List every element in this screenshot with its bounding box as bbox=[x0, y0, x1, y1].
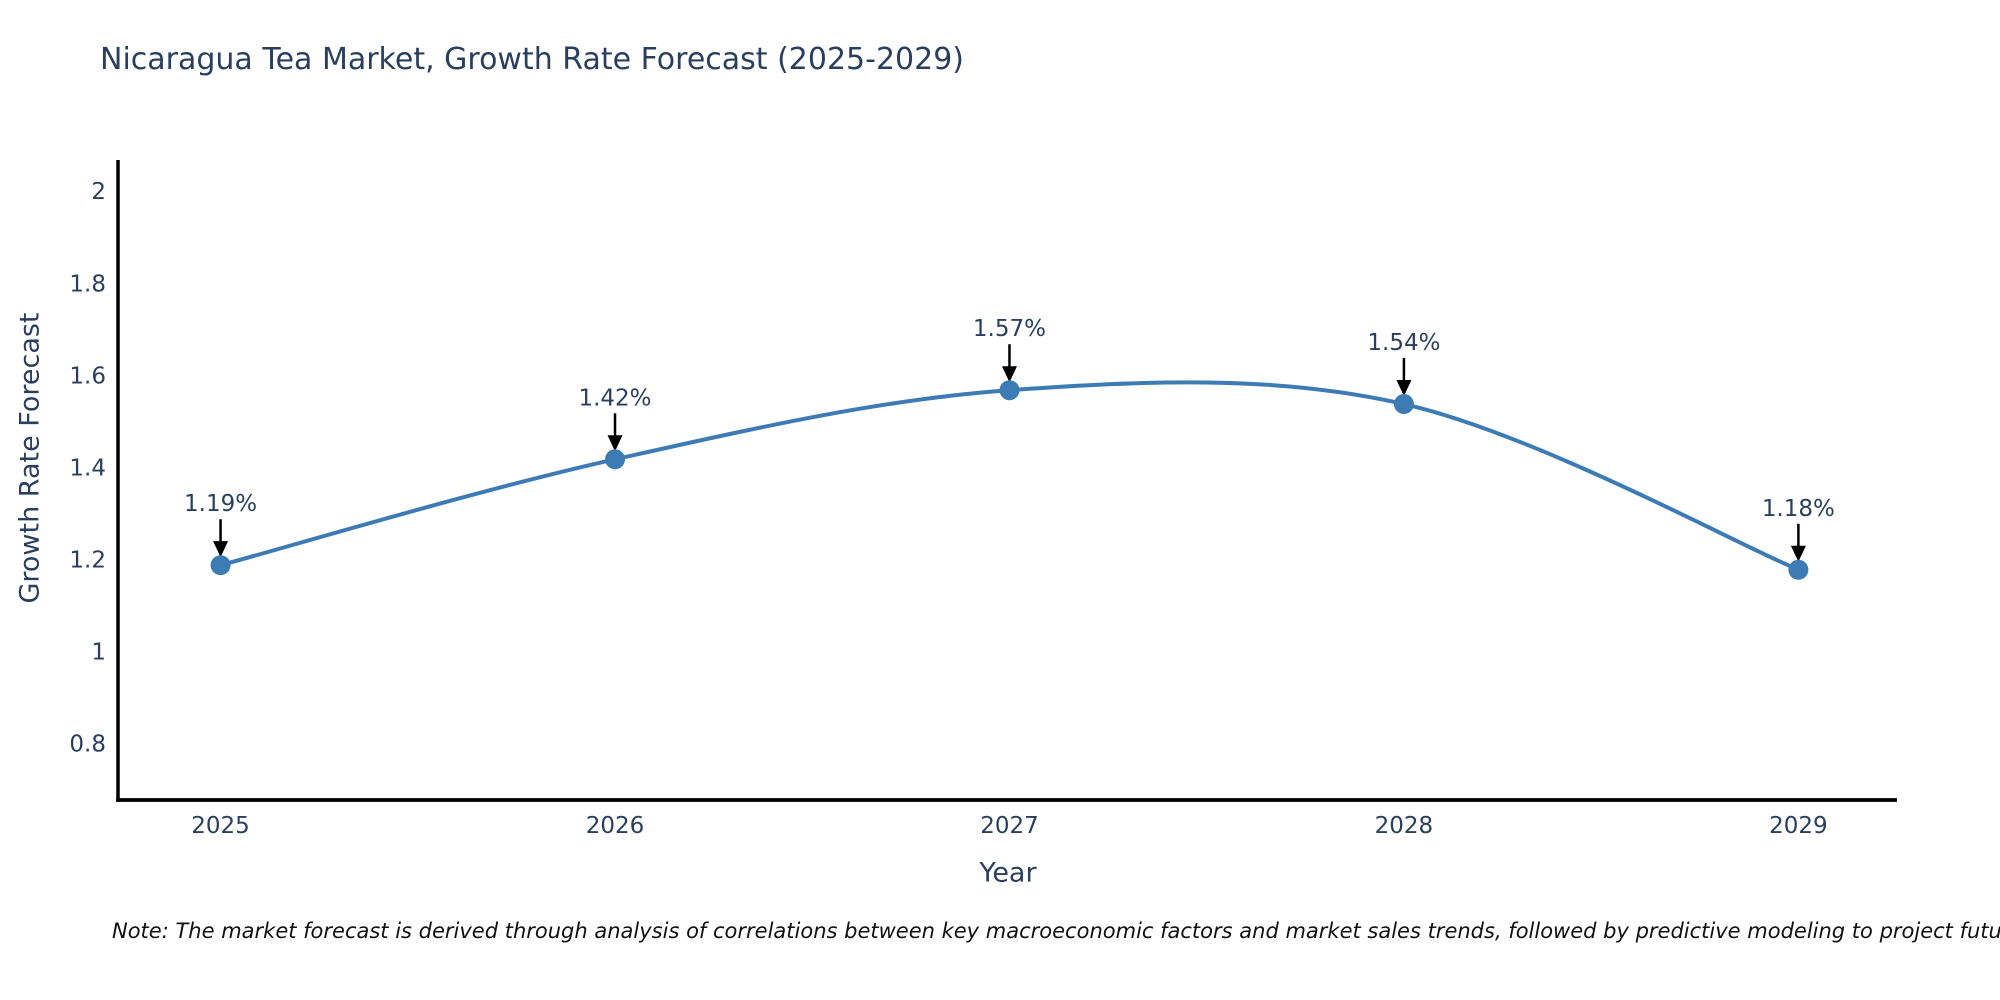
data-point-marker bbox=[605, 449, 626, 470]
data-point-marker bbox=[210, 555, 231, 576]
annotation-label: 1.42% bbox=[578, 385, 651, 411]
annotation-arrow-head bbox=[607, 435, 623, 452]
y-axis-tick-label: 1.4 bbox=[69, 455, 106, 481]
annotation-arrow-head bbox=[213, 541, 229, 558]
annotation-label: 1.19% bbox=[184, 491, 257, 517]
x-axis-tick-label: 2025 bbox=[191, 813, 250, 839]
y-axis-tick-label: 1.6 bbox=[69, 363, 106, 389]
annotation-arrow-head bbox=[1790, 545, 1806, 562]
x-axis-tick-label: 2027 bbox=[980, 813, 1039, 839]
y-axis-tick-label: 2 bbox=[91, 179, 106, 205]
trend-line bbox=[218, 380, 1801, 572]
data-point-marker bbox=[1788, 559, 1809, 580]
x-axis-title: Year bbox=[979, 857, 1037, 889]
x-axis-tick-label: 2029 bbox=[1769, 813, 1828, 839]
annotation-label: 1.57% bbox=[973, 316, 1046, 342]
x-axis-tick-label: 2026 bbox=[586, 813, 645, 839]
y-axis-tick-label: 1 bbox=[91, 640, 106, 666]
annotation-arrow-head bbox=[1396, 380, 1412, 397]
y-axis-tick-label: 0.8 bbox=[69, 732, 106, 758]
x-axis-tick-label: 2028 bbox=[1375, 813, 1434, 839]
annotation-label: 1.54% bbox=[1367, 330, 1440, 356]
footnote: Note: The market forecast is derived thr… bbox=[112, 919, 2000, 943]
y-axis-title: Growth Rate Forecast bbox=[14, 312, 46, 604]
chart-title: Nicaragua Tea Market, Growth Rate Foreca… bbox=[100, 42, 965, 77]
annotation-label: 1.18% bbox=[1762, 496, 1835, 522]
annotation-arrow-head bbox=[1001, 366, 1017, 383]
y-axis-tick-label: 1.2 bbox=[69, 548, 106, 574]
data-point-marker bbox=[999, 380, 1020, 401]
y-axis-tick-label: 1.8 bbox=[69, 271, 106, 297]
data-point-marker bbox=[1393, 394, 1414, 415]
